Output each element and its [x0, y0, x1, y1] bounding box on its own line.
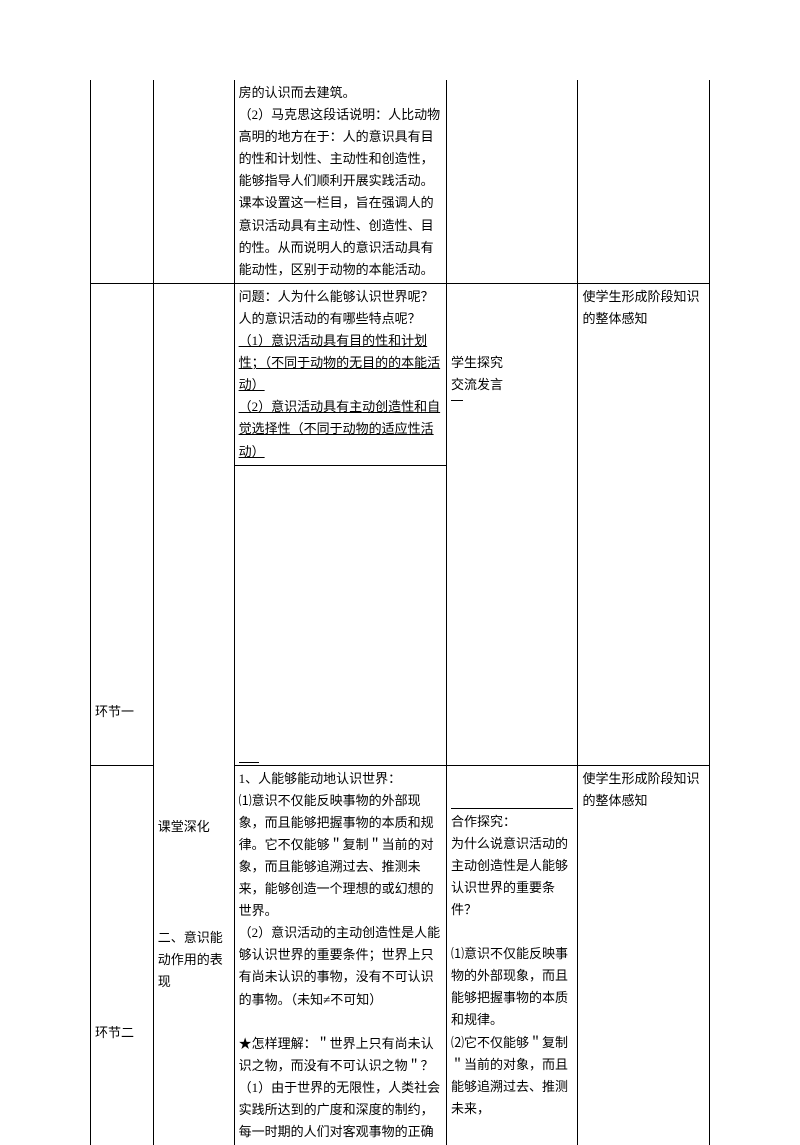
cell-empty: [234, 465, 446, 765]
table-row: 房的认识而去建筑。 （2）马克思这段话说明：人比动物高明的地方在于：人的意识具有…: [91, 80, 710, 283]
topic-label-2: 二、意识能动作用的表现: [158, 930, 223, 989]
topic-label: 课堂深化: [158, 819, 210, 834]
cell-section-1: 环节一: [91, 283, 154, 765]
cell-teacher-activity-top: 问题：人为什么能够认识世界呢？人的意识活动的有哪些特点呢？ （1）意识活动具有目…: [234, 283, 446, 465]
text: ★怎样理解：＂世界上只有尚未认识之物，而没有不可认识之物＂？: [239, 1036, 434, 1073]
text: 学生探究: [451, 355, 503, 370]
cell-topic: [153, 80, 234, 283]
cell-student-activity: [447, 80, 578, 283]
cell-topic: 课堂深化 二、意识能动作用的表现: [153, 283, 234, 1145]
text: （2）意识活动的主动创造性是人能够认识世界的重要条件；世界上只有尚未认识的事物，…: [239, 925, 441, 1006]
cell-intent: [578, 80, 710, 283]
text: 1、人能够能动地认识世界：: [239, 771, 402, 786]
text: 交流发言: [451, 377, 503, 392]
cell-intent-top: 使学生形成阶段知识的整体感知: [578, 283, 710, 765]
cell-teacher-activity: 房的认识而去建筑。 （2）马克思这段话说明：人比动物高明的地方在于：人的意识具有…: [234, 80, 446, 283]
cell-intent-bot: 使学生形成阶段知识的整体感知: [578, 765, 710, 1145]
text: 为什么说意识活动的主动创造性是人能够认识世界的重要条件？: [451, 836, 568, 917]
text: （2）马克思这段话说明：人比动物高明的地方在于：人的意识具有目的性和计划性、主动…: [239, 107, 441, 277]
table-row: 环节一 课堂深化 二、意识能动作用的表现 问题：人为什么能够认识世界呢？人的意识…: [91, 283, 710, 465]
cell-teacher-activity-bot: 1、人能够能动地认识世界： ⑴意识不仅能反映事物的外部现象，而且能够把握事物的本…: [234, 765, 446, 1145]
text: ⑴意识不仅能反映事物的外部现象，而且能够把握事物的本质和规律。: [451, 946, 568, 1027]
text: （1）由于世界的无限性，人类社会实践所达到的广度和深度的制约，每一时期的人们对客…: [239, 1080, 441, 1139]
cell-student-activity-top: 学生探究 交流发言: [447, 283, 578, 765]
cell-section-2: 环节二: [91, 765, 154, 1145]
text: ⑴意识不仅能反映事物的外部现象，而且能够把握事物的本质和规律。它不仅能够＂复制＂…: [239, 793, 434, 918]
underlined-text: （2）意识活动具有主动创造性和自觉选择性（不同于动物的适应性活动）: [239, 399, 441, 458]
cell-student-activity-bot: 合作探究： 为什么说意识活动的主动创造性是人能够认识世界的重要条件？ ⑴意识不仅…: [447, 765, 578, 1145]
text: 问题：人为什么能够认识世界呢？人的意识活动的有哪些特点呢？: [239, 289, 434, 326]
text: 合作探究：: [451, 814, 516, 829]
cell-section: [91, 80, 154, 283]
section-label: 环节一: [95, 704, 134, 719]
section-label: 环节二: [95, 1025, 134, 1040]
lesson-plan-table: 房的认识而去建筑。 （2）马克思这段话说明：人比动物高明的地方在于：人的意识具有…: [90, 80, 710, 1145]
text: 使学生形成阶段知识的整体感知: [582, 771, 699, 808]
text: ⑵它不仅能够＂复制＂当前的对象，而且能够追溯过去、推测未来，: [451, 1035, 568, 1116]
text: 使学生形成阶段知识的整体感知: [582, 289, 699, 326]
text: 房的认识而去建筑。: [239, 85, 356, 100]
underlined-text: （1）意识活动具有目的性和计划性；（不同于动物的无目的的本能活动）: [239, 333, 441, 392]
